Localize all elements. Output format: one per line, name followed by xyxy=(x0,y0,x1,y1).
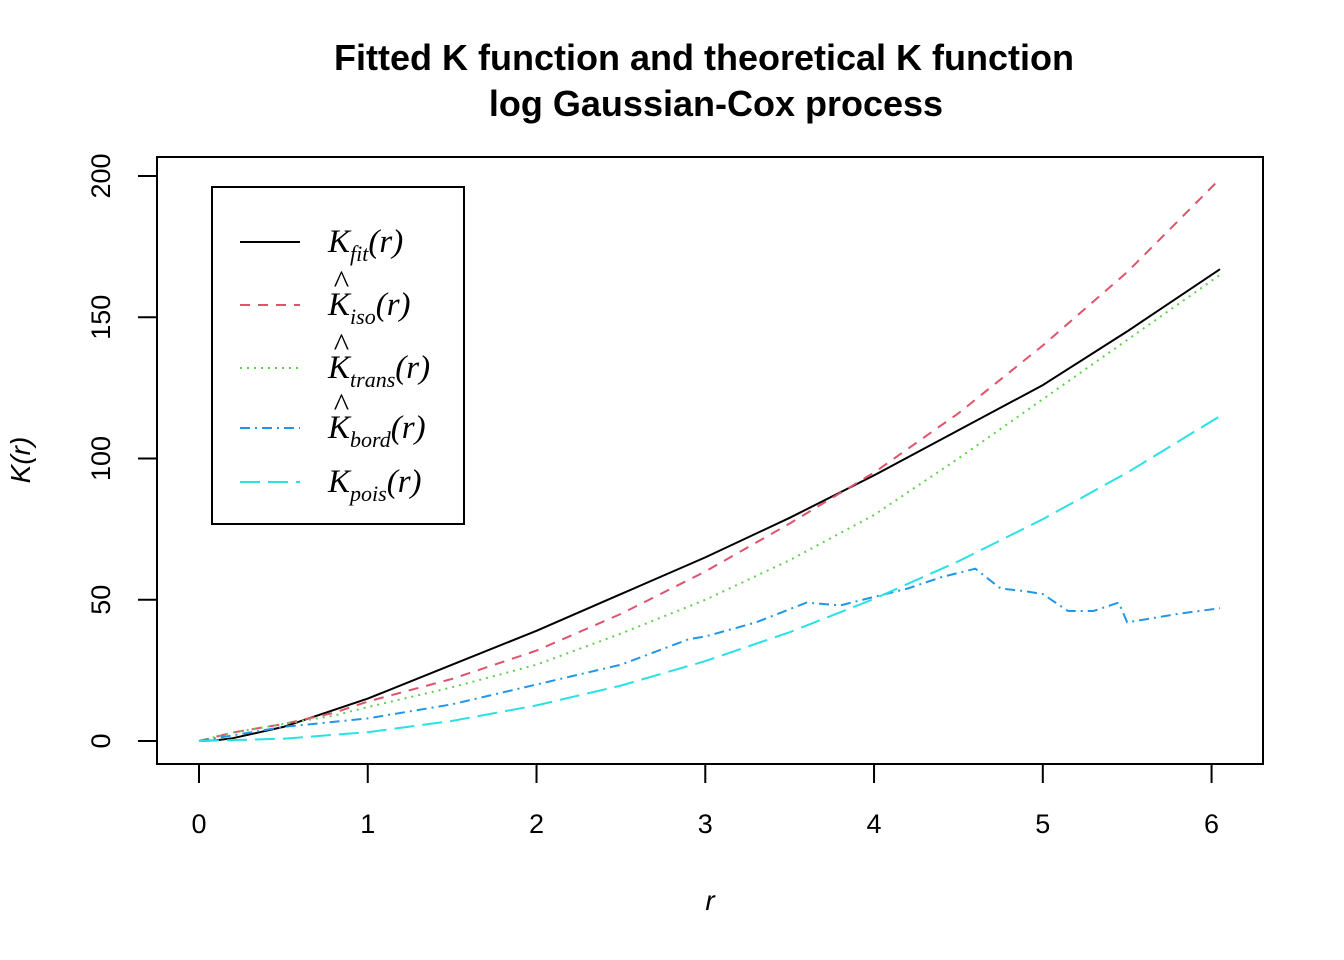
x-axis: 0 1 2 3 4 5 6 xyxy=(191,763,1219,839)
x-tick-label: 6 xyxy=(1204,809,1219,839)
legend-label-fit: Kfit(r) xyxy=(327,224,403,266)
legend-label-pois: Kpois(r) xyxy=(327,464,422,506)
legend-box xyxy=(211,186,465,525)
x-tick-label: 1 xyxy=(360,809,375,839)
y-tick-label: 150 xyxy=(86,295,116,340)
y-tick-label: 50 xyxy=(86,585,116,615)
x-tick-label: 0 xyxy=(191,809,206,839)
legend-label-bord: Kbord(r) xyxy=(327,410,426,452)
y-tick-label: 200 xyxy=(86,153,116,198)
x-tick-label: 3 xyxy=(698,809,713,839)
legend: Kfit(r)Kiso(r)^Ktrans(r)^Kbord(r)^Kpois(… xyxy=(211,186,465,525)
x-tick-label: 5 xyxy=(1035,809,1050,839)
legend-hat-accent: ^ xyxy=(333,328,349,364)
x-tick-label: 4 xyxy=(867,809,882,839)
series-layer xyxy=(198,178,1221,742)
series-line-bord xyxy=(198,567,1221,742)
x-axis-label: r xyxy=(705,885,716,916)
series-line-fit xyxy=(198,268,1221,742)
legend-hat-accent: ^ xyxy=(333,388,349,424)
legend-hat-accent: ^ xyxy=(333,265,349,301)
y-tick-label: 0 xyxy=(86,733,116,748)
series-line-iso xyxy=(198,178,1221,742)
legend-label-trans: Ktrans(r) xyxy=(327,350,430,392)
series-line-pois xyxy=(198,415,1221,742)
x-tick-label: 2 xyxy=(529,809,544,839)
chart-title-line-1: Fitted K function and theoretical K func… xyxy=(334,37,1074,78)
legend-label-iso: Kiso(r) xyxy=(327,287,411,329)
y-tick-label: 100 xyxy=(86,436,116,481)
y-axis-label: K(r) xyxy=(5,437,36,484)
chart-title-line-2: log Gaussian-Cox process xyxy=(489,83,943,124)
y-axis: 0 50 100 150 200 xyxy=(86,153,158,749)
